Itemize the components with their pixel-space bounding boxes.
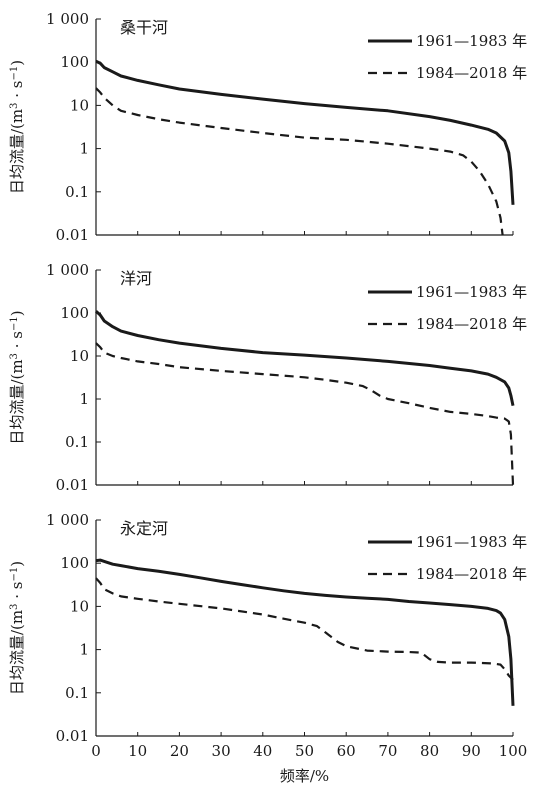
y-tick-label: 100: [60, 554, 89, 572]
y-tick-label: 1: [79, 390, 89, 408]
legend-label-1: 1961—1983 年: [416, 533, 527, 551]
y-axis-label-part: · s: [8, 331, 26, 353]
y-tick-label: 100: [60, 304, 89, 322]
y-tick-label: 0.01: [56, 226, 89, 244]
y-tick-label: 0.1: [65, 684, 89, 702]
y-axis-label-part: · s: [8, 582, 26, 604]
panel-title: 桑干河: [120, 18, 168, 37]
y-tick-label: 1 000: [46, 261, 89, 279]
y-axis-label-part: ): [8, 561, 26, 567]
x-tick-label: 60: [337, 742, 356, 760]
y-tick-label: 0.01: [56, 476, 89, 494]
x-tick-label: 20: [170, 742, 189, 760]
series-line-1: [95, 558, 515, 706]
series-line-2: [95, 577, 514, 681]
y-axis-label-part: ): [8, 310, 26, 316]
x-tick-label: 90: [462, 742, 481, 760]
y-tick-label: 1: [79, 140, 89, 158]
panel-3: 1 000 100 10 1 0.1 0.010 10 20 30 40 50 60 70 80 90 100…: [8, 511, 527, 785]
x-tick-label: 30: [212, 742, 231, 760]
y-axis-label-part: −1: [9, 567, 20, 582]
y-axis-label-part: 3: [9, 604, 20, 610]
y-axis-label-part: ): [8, 60, 26, 66]
legend-label-1: 1961—1983 年: [416, 32, 527, 50]
y-tick-label: 1 000: [46, 511, 89, 529]
legend-label-2: 1984—2018 年: [416, 64, 527, 82]
y-tick-label: 10: [70, 597, 89, 615]
series-line-1: [94, 310, 515, 407]
panel-2: 1 000 100 10 1 0.1 0.01 日均流量/(m3 · s−1) 洋河 1961—…: [8, 261, 527, 494]
y-tick-label: 100: [60, 53, 89, 71]
series-line-2: [95, 87, 504, 236]
legend-label-1: 1961—1983 年: [416, 283, 527, 301]
x-tick-label: 0: [91, 742, 101, 760]
y-tick-label: 10: [70, 347, 89, 365]
panel-title: 永定河: [120, 519, 168, 538]
x-tick-label: 100: [499, 742, 528, 760]
y-tick-label: 1 000: [46, 10, 89, 28]
y-axis-label-part: −1: [9, 66, 20, 81]
legend-label-2: 1984—2018 年: [416, 565, 527, 583]
y-tick-label: 1: [79, 641, 89, 659]
y-axis-label-part: · s: [8, 81, 26, 103]
y-tick-label: 10: [70, 96, 89, 114]
x-tick-label: 70: [378, 742, 397, 760]
y-axis-label-part: 3: [9, 103, 20, 109]
y-tick-label: 0.01: [56, 727, 89, 745]
y-axis-label-part: 日均流量/(m: [8, 610, 26, 695]
y-axis-label-part: −1: [9, 316, 20, 331]
legend-label-2: 1984—2018 年: [416, 315, 527, 333]
series-line-1: [95, 59, 515, 205]
panel-title: 洋河: [120, 269, 152, 288]
x-tick-label: 50: [295, 742, 314, 760]
x-tick-label: 10: [128, 742, 147, 760]
y-axis-label-part: 3: [9, 353, 20, 359]
y-axis-label: 日均流量/(m3 · s−1): [8, 561, 26, 695]
y-axis-label: 日均流量/(m3 · s−1): [8, 310, 26, 444]
y-axis-label-part: 日均流量/(m: [8, 359, 26, 444]
x-tick-label: 80: [420, 742, 439, 760]
panel-1: 1 000 100 10 1 0.1 0.01 日均流量/(m3 · s−1) 桑干河 1961…: [8, 10, 527, 244]
y-tick-label: 0.1: [65, 183, 89, 201]
x-tick-label: 40: [253, 742, 272, 760]
y-axis-label: 日均流量/(m3 · s−1): [8, 60, 26, 194]
y-tick-label: 0.1: [65, 433, 89, 451]
y-axis-label-part: 日均流量/(m: [8, 109, 26, 194]
series-line-2: [95, 342, 515, 486]
x-axis-label: 频率/%: [280, 767, 329, 785]
